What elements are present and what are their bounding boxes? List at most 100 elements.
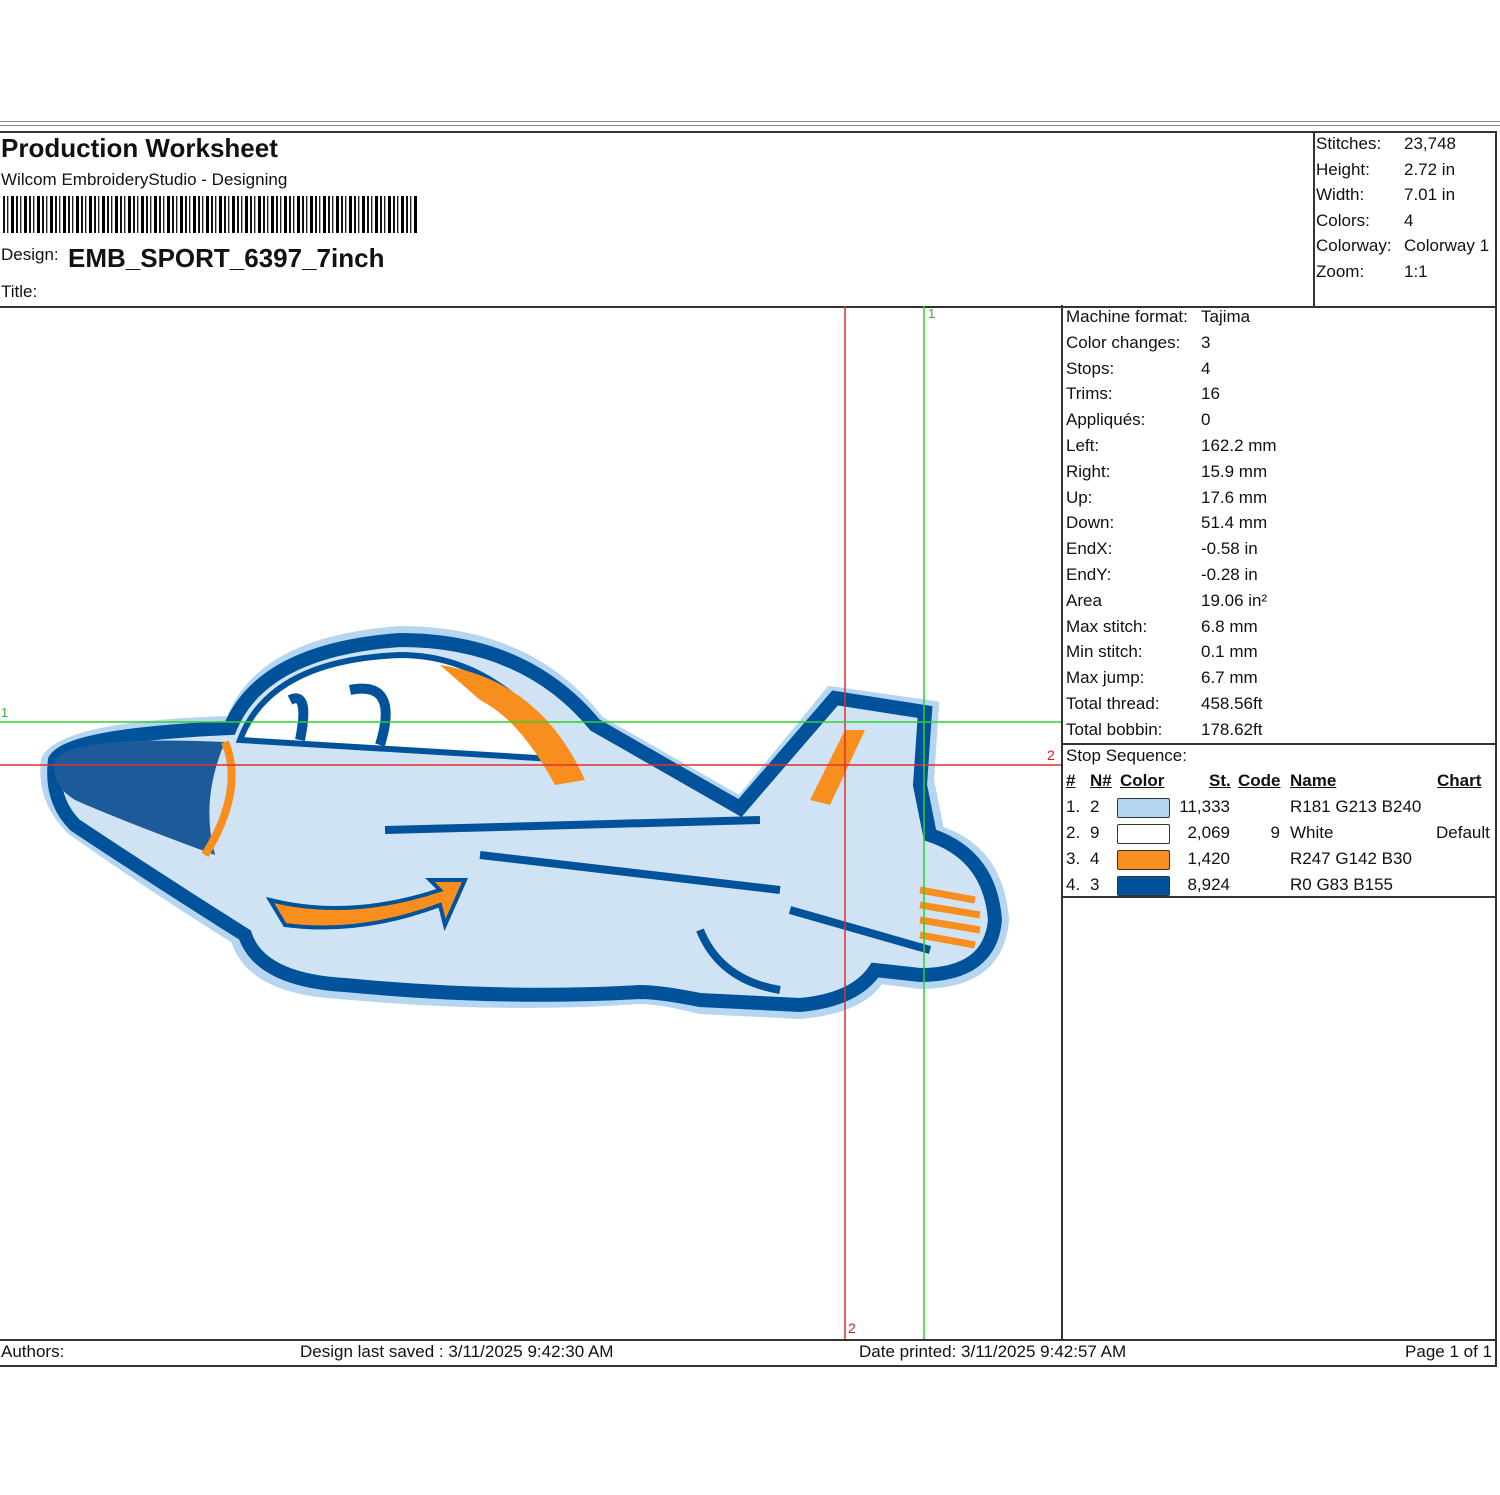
- detail-label: EndX:: [1066, 539, 1113, 559]
- stitch-count: 8,924: [1187, 875, 1230, 894]
- detail-value: 15.9 mm: [1201, 461, 1268, 481]
- detail-value: 0.1 mm: [1201, 642, 1258, 662]
- summary-value: 7.01 in: [1404, 185, 1456, 205]
- column-header: Chart: [1437, 771, 1482, 790]
- green-vertical-marker: 1: [928, 306, 936, 321]
- detail-label: Right:: [1066, 461, 1111, 481]
- column-header: #: [1066, 771, 1076, 790]
- detail-label: Trims:: [1066, 384, 1113, 404]
- detail-label: EndY:: [1066, 565, 1112, 584]
- detail-label: Min stitch:: [1066, 642, 1143, 662]
- summary-value: 23,748: [1404, 134, 1456, 153]
- stitch-count: 2,069: [1187, 823, 1230, 842]
- needle-number: 4: [1090, 849, 1100, 868]
- detail-label: Machine format:: [1066, 307, 1188, 326]
- stop-sequence-title: Stop Sequence:: [1066, 746, 1187, 765]
- divider: [1062, 896, 1497, 898]
- green-horizontal-marker: 1: [1, 705, 9, 720]
- detail-value: 19.06 in²: [1201, 590, 1268, 610]
- detail-value: 3: [1201, 332, 1211, 352]
- last-saved: Design last saved : 3/11/2025 9:42:30 AM: [300, 1342, 614, 1361]
- color-name: R247 G142 B30: [1290, 849, 1412, 868]
- details-panel: [1061, 305, 1499, 1339]
- design-label: Design:: [1, 245, 59, 264]
- detail-label: Max jump:: [1066, 668, 1145, 688]
- color-name: R0 G83 B155: [1290, 875, 1394, 894]
- color-swatch: [1117, 798, 1170, 818]
- detail-label: Left:: [1066, 436, 1100, 455]
- detail-value: 4: [1201, 358, 1211, 378]
- row-number: 2.: [1066, 823, 1081, 842]
- detail-value: 6.7 mm: [1201, 668, 1258, 688]
- design-name: EMB_SPORT_6397_7inch: [68, 243, 385, 273]
- needle-number: 2: [1090, 797, 1100, 816]
- color-code: 9: [1270, 823, 1280, 842]
- detail-value: 16: [1201, 384, 1220, 404]
- stitch-count: 11,333: [1179, 797, 1230, 816]
- needle-number: 9: [1090, 823, 1100, 842]
- summary-value: 1:1: [1404, 262, 1428, 281]
- summary-label: Width:: [1316, 185, 1365, 205]
- title-label: Title:: [1, 282, 38, 301]
- column-header: N#: [1090, 771, 1112, 790]
- worksheet-frame: [0, 131, 1497, 1367]
- detail-label: Total bobbin:: [1066, 719, 1163, 739]
- detail-value: -0.28 in: [1201, 565, 1258, 584]
- column-header: Code: [1238, 771, 1281, 790]
- summary-value: Colorway 1: [1404, 236, 1490, 256]
- top-rule: [0, 121, 1500, 126]
- summary-label: Colors:: [1316, 210, 1370, 230]
- header-box: [0, 131, 1497, 308]
- barcode: [3, 196, 418, 233]
- summary-value: 4: [1404, 210, 1414, 230]
- color-swatch: [1117, 876, 1170, 896]
- detail-label: Down:: [1066, 513, 1115, 533]
- summary-label: Height:: [1316, 159, 1370, 179]
- detail-value: -0.58 in: [1201, 539, 1258, 559]
- summary-value: 2.72 in: [1404, 159, 1456, 179]
- page-number: Page 1 of 1: [1405, 1342, 1492, 1361]
- detail-label: Max stitch:: [1066, 616, 1148, 636]
- color-name: White: [1290, 823, 1334, 842]
- detail-value: 17.6 mm: [1201, 487, 1268, 507]
- detail-label: Up:: [1066, 487, 1093, 507]
- row-number: 4.: [1066, 875, 1081, 894]
- detail-label: Area: [1066, 590, 1102, 610]
- color-swatch: [1117, 850, 1170, 870]
- needle-number: 3: [1090, 875, 1100, 894]
- column-header: Name: [1290, 771, 1337, 790]
- detail-value: 51.4 mm: [1201, 513, 1268, 533]
- detail-label: Stops:: [1066, 358, 1115, 378]
- app-name: Wilcom EmbroideryStudio - Designing: [1, 170, 288, 189]
- stitch-count: 1,420: [1187, 849, 1230, 868]
- summary-box: [1313, 131, 1499, 306]
- summary-label: Stitches:: [1316, 134, 1382, 153]
- detail-value: 458.56ft: [1201, 694, 1263, 713]
- footer-rule: [0, 1339, 1497, 1341]
- authors-label: Authors:: [1, 1342, 65, 1361]
- airplane-design: [40, 625, 1010, 1020]
- page-title: Production Worksheet: [1, 133, 278, 163]
- detail-value: Tajima: [1201, 307, 1251, 326]
- row-number: 3.: [1066, 849, 1081, 868]
- detail-value: 0: [1201, 410, 1211, 430]
- summary-label: Zoom:: [1316, 262, 1365, 281]
- red-horizontal-marker: 2: [1047, 747, 1055, 763]
- design-preview: [0, 306, 1061, 1339]
- detail-value: 178.62ft: [1201, 719, 1263, 739]
- row-number: 1.: [1066, 797, 1081, 816]
- red-vertical-marker: 2: [848, 1320, 856, 1336]
- date-printed: Date printed: 3/11/2025 9:42:57 AM: [859, 1342, 1127, 1361]
- detail-value: 162.2 mm: [1201, 436, 1277, 455]
- detail-label: Total thread:: [1066, 694, 1160, 713]
- column-header: St.: [1209, 771, 1231, 790]
- summary-label: Colorway:: [1316, 236, 1392, 256]
- divider: [1062, 743, 1497, 745]
- detail-label: Color changes:: [1066, 332, 1181, 352]
- detail-value: 6.8 mm: [1201, 616, 1258, 636]
- color-swatch: [1117, 824, 1170, 844]
- column-header: Color: [1120, 771, 1165, 790]
- color-name: R181 G213 B240: [1290, 797, 1422, 816]
- color-chart: Default: [1436, 823, 1490, 842]
- detail-label: Appliqués:: [1066, 410, 1146, 430]
